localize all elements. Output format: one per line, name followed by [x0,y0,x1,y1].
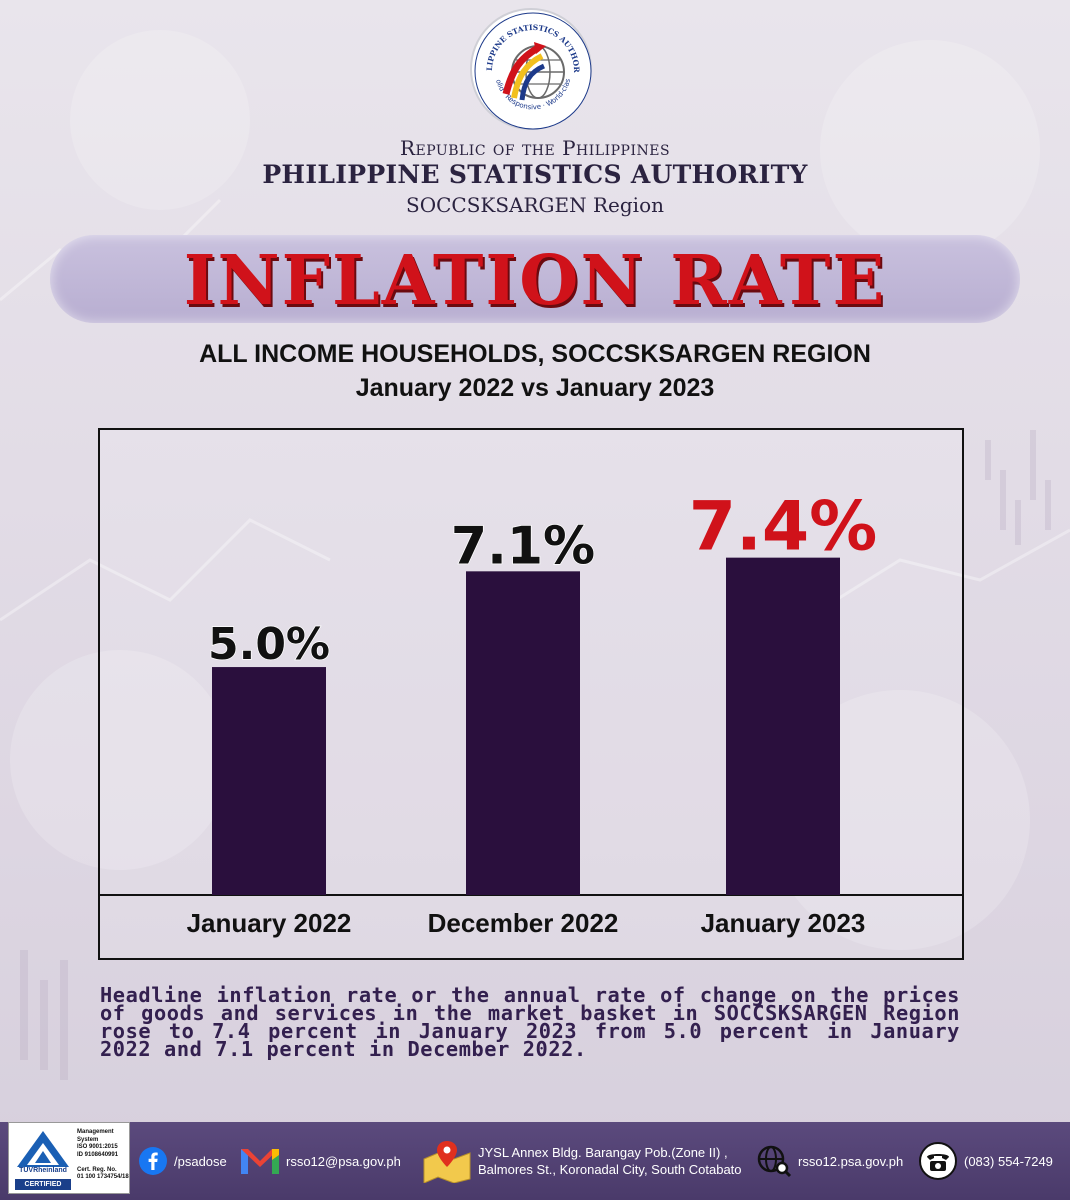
website-contact[interactable]: rsso12.psa.gov.ph [756,1122,903,1200]
facebook-handle: /psadose [174,1153,227,1169]
agency-name: PHILIPPINE STATISTICS AUTHORITY [262,160,808,189]
email-contact[interactable]: rsso12@psa.gov.ph [240,1122,401,1200]
chart-subtitle: ALL INCOME HOUSEHOLDS, SOCCSKSARGEN REGI… [199,340,871,368]
phone-contact[interactable]: (083) 554-7249 [918,1122,1053,1200]
email-address: rsso12@psa.gov.ph [286,1153,401,1169]
region-name: SOCCSKSARGEN Region [406,193,664,217]
category-label: December 2022 [428,908,619,938]
certification-badge: TÜVRheinland CERTIFIED Management System… [8,1122,130,1194]
gmail-icon [241,1149,279,1174]
category-label: January 2022 [187,908,352,938]
description-text: Headline inflation rate or the annual ra… [100,983,960,1061]
phone-number: (083) 554-7249 [964,1153,1053,1169]
tuv-triangle-icon [17,1131,69,1167]
telephone-icon [919,1142,957,1180]
cert-badge-label: CERTIFIED [15,1179,71,1190]
cert-details: Management System ISO 9001:2015 ID 91086… [77,1129,129,1180]
globe-search-icon [757,1145,792,1178]
bar-january-2022 [212,667,326,895]
psa-logo: PHILIPPINE STATISTICS AUTHORITY Solid · … [468,3,592,130]
bar-december-2022 [466,571,580,895]
bar-january-2023 [726,557,840,895]
facebook-icon [139,1147,167,1175]
map-pin-icon [423,1141,471,1183]
republic-label: Republic of the Philippines [399,136,671,160]
page-title: INFLATION RATE [183,241,887,321]
chart-period: January 2022 vs January 2023 [355,374,715,402]
footer-bar [0,1122,1070,1200]
title-banner [50,235,1020,323]
address-line-1: JYSL Annex Bldg. Barangay Pob.(Zone II) … [478,1145,728,1160]
bar-chart-canvas: 5.0% January 2022 7.1% December 2022 7.4% Jan… [100,488,962,938]
facebook-contact[interactable]: /psadose [138,1122,227,1200]
bar-value-label: 7.1% [451,516,595,576]
website-url: rsso12.psa.gov.ph [798,1153,904,1169]
bar-value-label: 7.4% [689,488,878,567]
category-label: January 2023 [701,908,866,938]
bar-chart: 5.0% January 2022 7.1% December 2022 7.4% Jan… [98,428,964,960]
bar-value-label: 5.0% [208,619,330,670]
cert-name: TÜVRheinland [19,1167,67,1174]
address-line-2: Balmores St., Koronadal City, South Cota… [478,1162,742,1177]
address-contact: JYSL Annex Bldg. Barangay Pob.(Zone II) … [422,1122,742,1200]
